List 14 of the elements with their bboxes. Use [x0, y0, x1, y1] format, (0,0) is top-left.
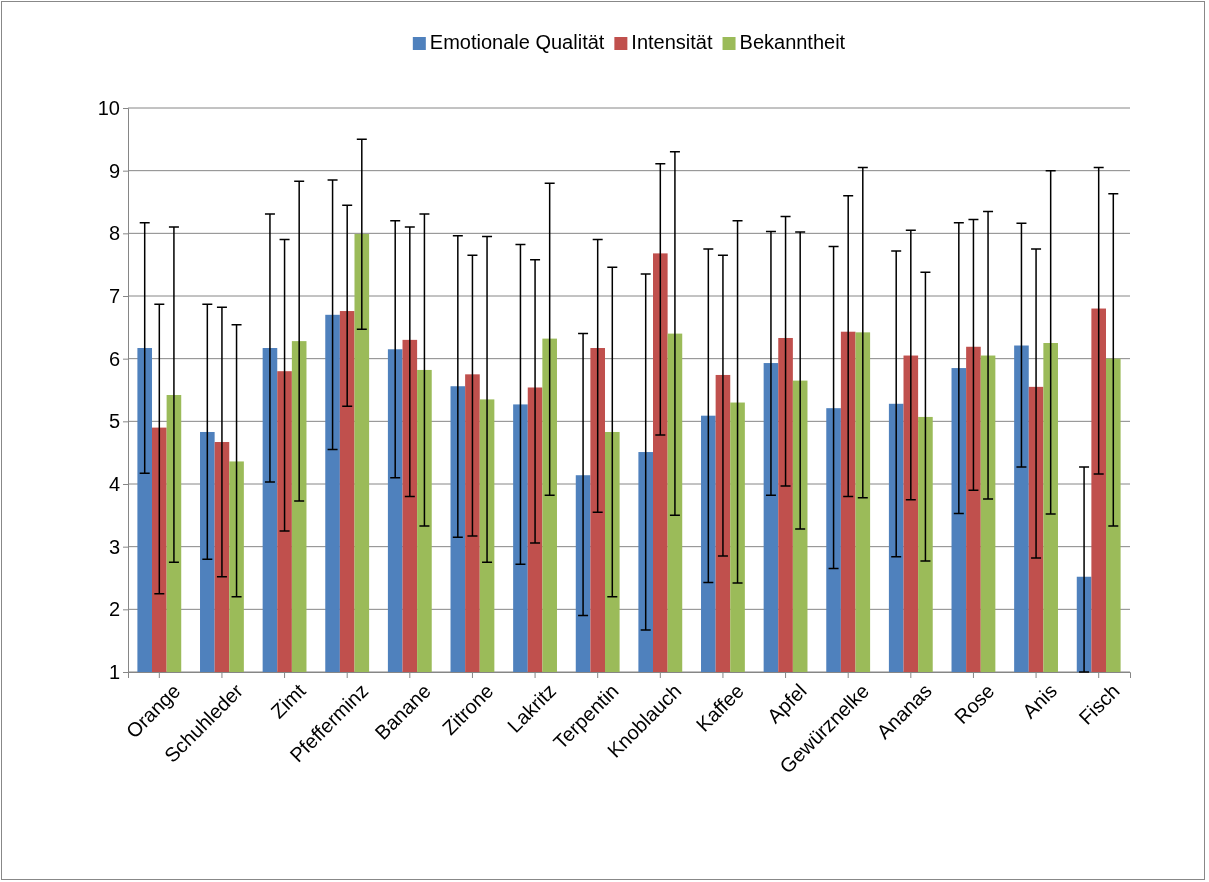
y-tick-label: 7 — [108, 284, 120, 307]
y-tick-label: 10 — [97, 96, 120, 119]
y-tick-label: 4 — [108, 472, 120, 495]
legend-label: Bekanntheit — [739, 31, 846, 53]
x-tick-label: Anis — [1018, 679, 1062, 723]
y-tick-label: 1 — [108, 660, 120, 683]
legend-label: Intensität — [631, 31, 713, 53]
y-tick-label: 5 — [108, 410, 120, 433]
y-tick-label: 2 — [108, 598, 120, 621]
legend-label: Emotionale Qualität — [429, 31, 605, 53]
y-tick-label: 3 — [108, 535, 120, 558]
y-tick-label: 8 — [108, 222, 120, 245]
y-tick-label: 6 — [108, 347, 120, 370]
y-tick-label: 9 — [108, 159, 120, 182]
